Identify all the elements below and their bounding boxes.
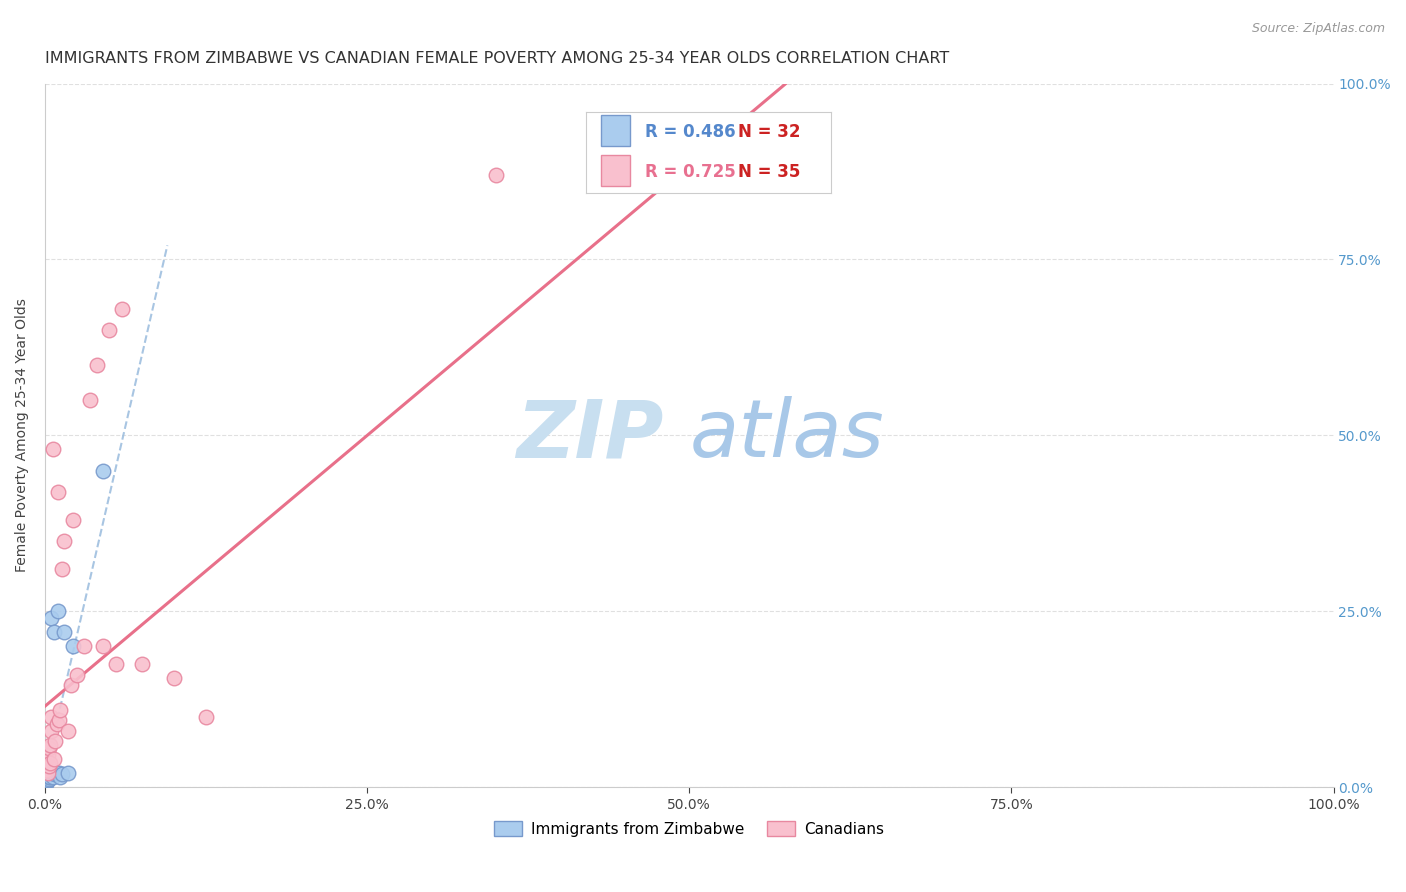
Point — [66, 667, 89, 681]
Point — [98, 323, 121, 337]
Point — [35, 773, 58, 788]
Point — [91, 640, 114, 654]
Point — [41, 611, 63, 625]
Point — [37, 748, 59, 763]
Point — [38, 759, 60, 773]
Point — [41, 766, 63, 780]
Point — [39, 756, 62, 770]
Point — [37, 770, 59, 784]
Point — [42, 625, 65, 640]
Point — [39, 770, 62, 784]
Point — [45, 716, 67, 731]
Point — [41, 710, 63, 724]
Point — [37, 764, 59, 779]
Point — [38, 772, 60, 786]
Text: Source: ZipAtlas.com: Source: ZipAtlas.com — [1251, 22, 1385, 36]
Point — [53, 625, 76, 640]
Point — [42, 752, 65, 766]
Point — [38, 763, 60, 777]
Point — [48, 766, 70, 780]
Point — [53, 533, 76, 548]
Legend: Immigrants from Zimbabwe, Canadians: Immigrants from Zimbabwe, Canadians — [488, 814, 890, 843]
Y-axis label: Female Poverty Among 25-34 Year Olds: Female Poverty Among 25-34 Year Olds — [15, 299, 30, 573]
Point — [35, 770, 58, 784]
Point — [35, 752, 58, 766]
Point — [51, 562, 73, 576]
Point — [51, 767, 73, 781]
Point — [49, 703, 72, 717]
Point — [59, 678, 82, 692]
Point — [56, 723, 79, 738]
Text: ZIP: ZIP — [516, 396, 664, 475]
Point — [49, 770, 72, 784]
Point — [46, 604, 69, 618]
Point — [45, 766, 67, 780]
Point — [39, 738, 62, 752]
Point — [37, 766, 59, 780]
Point — [104, 657, 127, 671]
Point — [62, 640, 84, 654]
Point — [46, 484, 69, 499]
Point — [163, 671, 186, 685]
Text: atlas: atlas — [689, 396, 884, 475]
Point — [755, 168, 778, 182]
Point — [35, 772, 58, 786]
Point — [35, 763, 58, 777]
Point — [72, 640, 94, 654]
Point — [86, 358, 108, 372]
Point — [38, 741, 60, 756]
Point — [91, 463, 114, 477]
Point — [111, 301, 134, 316]
Point — [44, 734, 66, 748]
Point — [39, 764, 62, 779]
Point — [131, 657, 153, 671]
Point — [38, 770, 60, 784]
Point — [79, 393, 101, 408]
Point — [195, 710, 218, 724]
Point — [41, 770, 63, 784]
Point — [37, 766, 59, 780]
Point — [41, 723, 63, 738]
Point — [38, 766, 60, 780]
Point — [39, 767, 62, 781]
Point — [485, 168, 508, 182]
Text: IMMIGRANTS FROM ZIMBABWE VS CANADIAN FEMALE POVERTY AMONG 25-34 YEAR OLDS CORREL: IMMIGRANTS FROM ZIMBABWE VS CANADIAN FEM… — [45, 51, 949, 66]
Point — [35, 777, 58, 791]
Point — [48, 714, 70, 728]
Point — [37, 773, 59, 788]
Point — [37, 767, 59, 781]
Point — [41, 442, 63, 457]
Point — [41, 766, 63, 780]
Point — [62, 513, 84, 527]
Point — [56, 766, 79, 780]
Point — [44, 767, 66, 781]
Point — [35, 774, 58, 789]
